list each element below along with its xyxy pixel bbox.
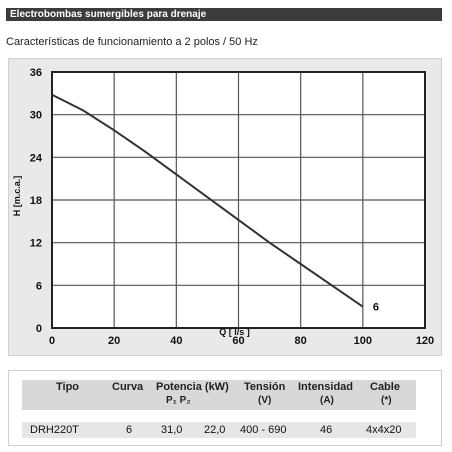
x-tick-label: 20 [108, 335, 120, 347]
cell-p2: 22,0 [204, 424, 226, 436]
x-tick-label: 120 [416, 335, 434, 347]
chart-subtitle: Características de funcionamiento a 2 po… [6, 36, 258, 48]
y-tick-label: 6 [36, 280, 42, 292]
y-tick-label: 18 [30, 195, 42, 207]
y-tick-label: 24 [30, 152, 43, 164]
x-tick-label: 100 [354, 335, 372, 347]
y-tick-label: 30 [30, 110, 42, 122]
y-tick-label: 36 [30, 67, 42, 79]
col-header-curva: Curva [112, 381, 144, 393]
series-label: 6 [373, 302, 379, 314]
subheader-intensidad: (A) [320, 395, 334, 406]
cell-tipo: DRH220T [30, 424, 79, 436]
x-axis-label: Q [ l/s ] [219, 327, 250, 337]
cell-intensidad: 46 [320, 424, 333, 436]
y-tick-label: 12 [30, 238, 42, 250]
x-tick-label: 80 [295, 335, 307, 347]
col-header-tipo: Tipo [56, 381, 80, 393]
x-tick-label: 0 [49, 335, 55, 347]
plot-border [51, 71, 426, 329]
subheader-tension: (V) [258, 395, 272, 406]
y-axis-label: H [m.c.a.] [12, 176, 22, 217]
subheader-cable: (*) [381, 395, 392, 406]
col-header-potencia: Potencia (kW) [156, 381, 229, 393]
col-header-cable: Cable [370, 381, 400, 393]
table-header-band [22, 380, 416, 410]
cell-cable: 4x4x20 [366, 424, 402, 436]
x-tick-label: 60 [232, 335, 244, 347]
performance-chart: 0 20 40 60 80 100 120 0 6 12 18 24 30 36 Q [ l/s ] H [m… [12, 67, 434, 347]
x-tick-label: 40 [170, 335, 182, 347]
section-title: Electrobombas sumergibles para drenaje [10, 9, 207, 20]
cell-p1: 31,0 [161, 424, 183, 436]
table-row-band [22, 422, 416, 438]
series-line [51, 93, 364, 308]
col-header-intensidad: Intensidad [298, 381, 354, 393]
section-header: Electrobombas sumergibles para drenaje [6, 8, 442, 21]
cell-curva: 6 [126, 424, 133, 436]
col-header-tension: Tensión [244, 381, 286, 393]
y-tick-label: 0 [36, 323, 42, 335]
cell-tension: 400 - 690 [240, 424, 287, 436]
subheader-potencia: P₁ P₂ [166, 395, 191, 406]
